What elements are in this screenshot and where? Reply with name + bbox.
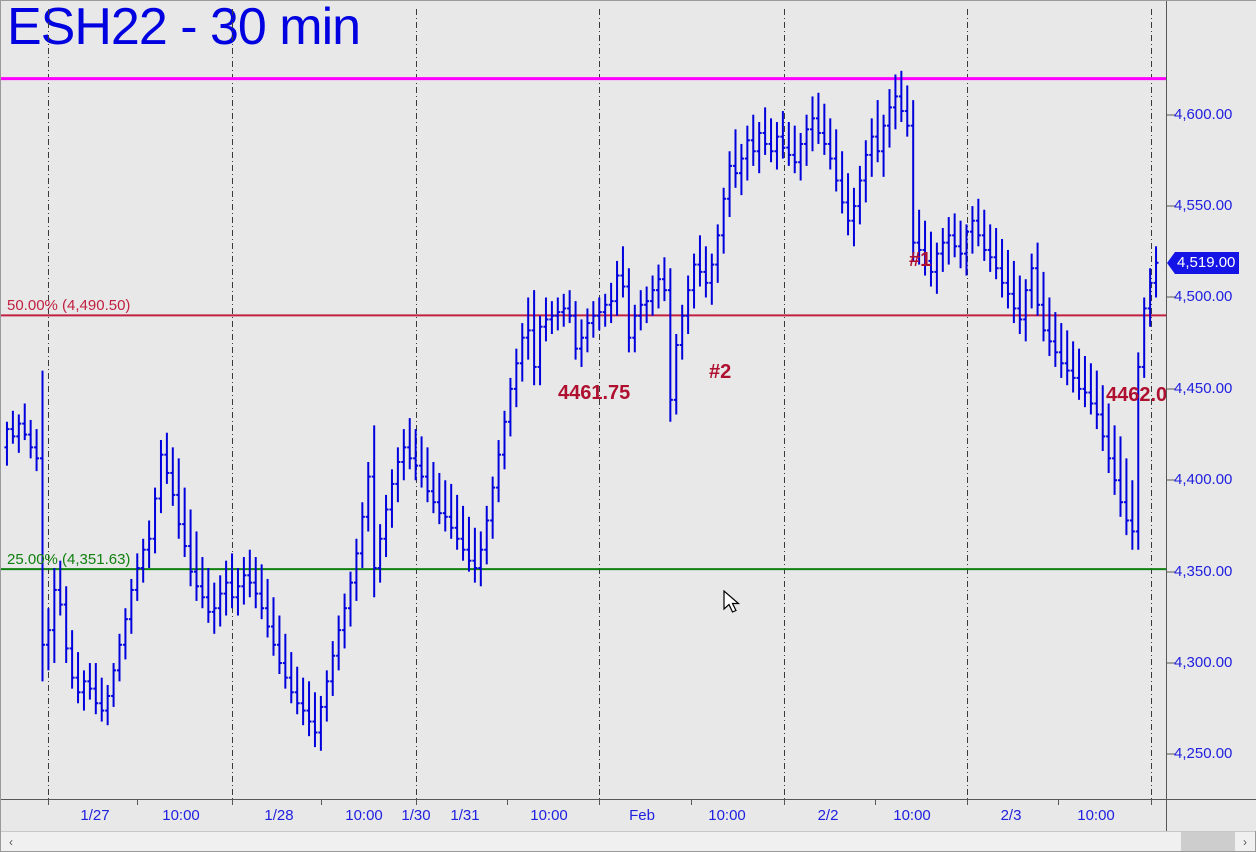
price-tick-mark: – xyxy=(1167,745,1176,763)
price-tick-mark: – xyxy=(1167,288,1176,306)
ohlc-bars xyxy=(4,70,1159,751)
scroll-right-arrow-icon[interactable]: › xyxy=(1235,832,1255,851)
time-tick-mark xyxy=(875,800,876,805)
gridlines xyxy=(48,9,1152,799)
price-tick-text: 4,350.00 xyxy=(1174,562,1233,580)
time-axis-corner xyxy=(1166,799,1256,831)
price-tick-label: –4,500.00 xyxy=(1167,288,1256,306)
time-axis-label: 10:00 xyxy=(345,807,383,824)
price-tick-label: –4,350.00 xyxy=(1167,562,1256,580)
price-tick-mark: – xyxy=(1167,105,1176,123)
time-tick-mark xyxy=(232,800,233,805)
time-axis-label: 10:00 xyxy=(1077,807,1115,824)
price-tick-label: –4,550.00 xyxy=(1167,197,1256,215)
price-tick-mark: – xyxy=(1167,379,1176,397)
fib-level-25-label: 25.00% (4,351.63) xyxy=(7,550,131,568)
horizontal-scrollbar[interactable]: ‹ › xyxy=(1,831,1255,851)
price-tick-label: –4,600.00 xyxy=(1167,105,1256,123)
time-tick-mark xyxy=(967,800,968,805)
chart-plot-area[interactable]: 50.00% (4,490.50) 25.00% (4,351.63) #1 #… xyxy=(1,9,1166,799)
time-axis-label: Feb xyxy=(629,807,655,824)
scrollbar-track[interactable] xyxy=(21,832,1235,851)
price-tick-text: 4,250.00 xyxy=(1174,745,1233,763)
time-axis-label: 10:00 xyxy=(708,807,746,824)
time-tick-mark xyxy=(1058,800,1059,805)
annotation-swing-high-1: #1 xyxy=(909,249,932,271)
flag-pointer-icon xyxy=(1167,251,1175,274)
price-tick-label: –4,450.00 xyxy=(1167,379,1256,397)
price-tick-text: 4,550.00 xyxy=(1174,197,1233,215)
time-axis-label: 2/2 xyxy=(817,807,839,824)
time-axis-label: 10:00 xyxy=(893,807,931,824)
time-axis-label: 1/28 xyxy=(264,807,294,824)
price-tick-mark: – xyxy=(1167,562,1176,580)
fib-level-50-label: 50.00% (4,490.50) xyxy=(7,296,131,314)
time-tick-mark xyxy=(599,800,600,805)
price-tick-label: –4,250.00 xyxy=(1167,745,1256,763)
current-price-flag: 4,519.00 xyxy=(1167,251,1256,274)
time-tick-mark xyxy=(48,800,49,805)
page-title: ESH22 - 30 min xyxy=(7,0,361,56)
time-tick-mark xyxy=(1151,800,1152,805)
time-tick-mark xyxy=(691,800,692,805)
time-axis-label: 1/30 xyxy=(401,807,431,824)
time-axis-label: 10:00 xyxy=(162,807,200,824)
time-axis-label: 1/27 xyxy=(80,807,110,824)
current-price-value: 4,519.00 xyxy=(1175,251,1240,274)
annotation-price-4462: 4462.00 xyxy=(1106,384,1166,406)
time-tick-mark xyxy=(784,800,785,805)
time-tick-mark xyxy=(137,800,138,805)
price-axis[interactable]: –4,600.00 –4,550.00 –4,500.00 –4,450.00 –4,4… xyxy=(1166,1,1256,799)
price-tick-mark: – xyxy=(1167,471,1176,489)
time-tick-mark xyxy=(416,800,417,805)
time-axis-label: 1/31 xyxy=(450,807,480,824)
price-tick-text: 4,450.00 xyxy=(1174,379,1233,397)
price-tick-text: 4,600.00 xyxy=(1174,105,1233,123)
price-tick-text: 4,500.00 xyxy=(1174,288,1233,306)
price-tick-label: –4,300.00 xyxy=(1167,654,1256,672)
price-tick-label: –4,400.00 xyxy=(1167,471,1256,489)
scroll-left-arrow-icon[interactable]: ‹ xyxy=(1,832,21,851)
price-tick-text: 4,300.00 xyxy=(1174,654,1233,672)
time-tick-mark xyxy=(507,800,508,805)
price-tick-mark: – xyxy=(1167,197,1176,215)
time-tick-mark xyxy=(321,800,322,805)
time-axis[interactable]: 1/27 10:00 1/28 10:00 1/30 1/31 10:00 Feb 10:00 2… xyxy=(1,799,1166,831)
time-axis-label: 2/3 xyxy=(1000,807,1022,824)
level-lines xyxy=(1,77,1166,571)
time-axis-label: 10:00 xyxy=(530,807,568,824)
price-tick-mark: – xyxy=(1167,654,1176,672)
ohlc-chart-svg xyxy=(1,9,1166,799)
price-tick-text: 4,400.00 xyxy=(1174,471,1233,489)
annotation-swing-low-2: #2 xyxy=(709,361,732,383)
scrollbar-thumb[interactable] xyxy=(1181,832,1235,851)
annotation-price-4461: 4461.75 xyxy=(558,382,631,404)
